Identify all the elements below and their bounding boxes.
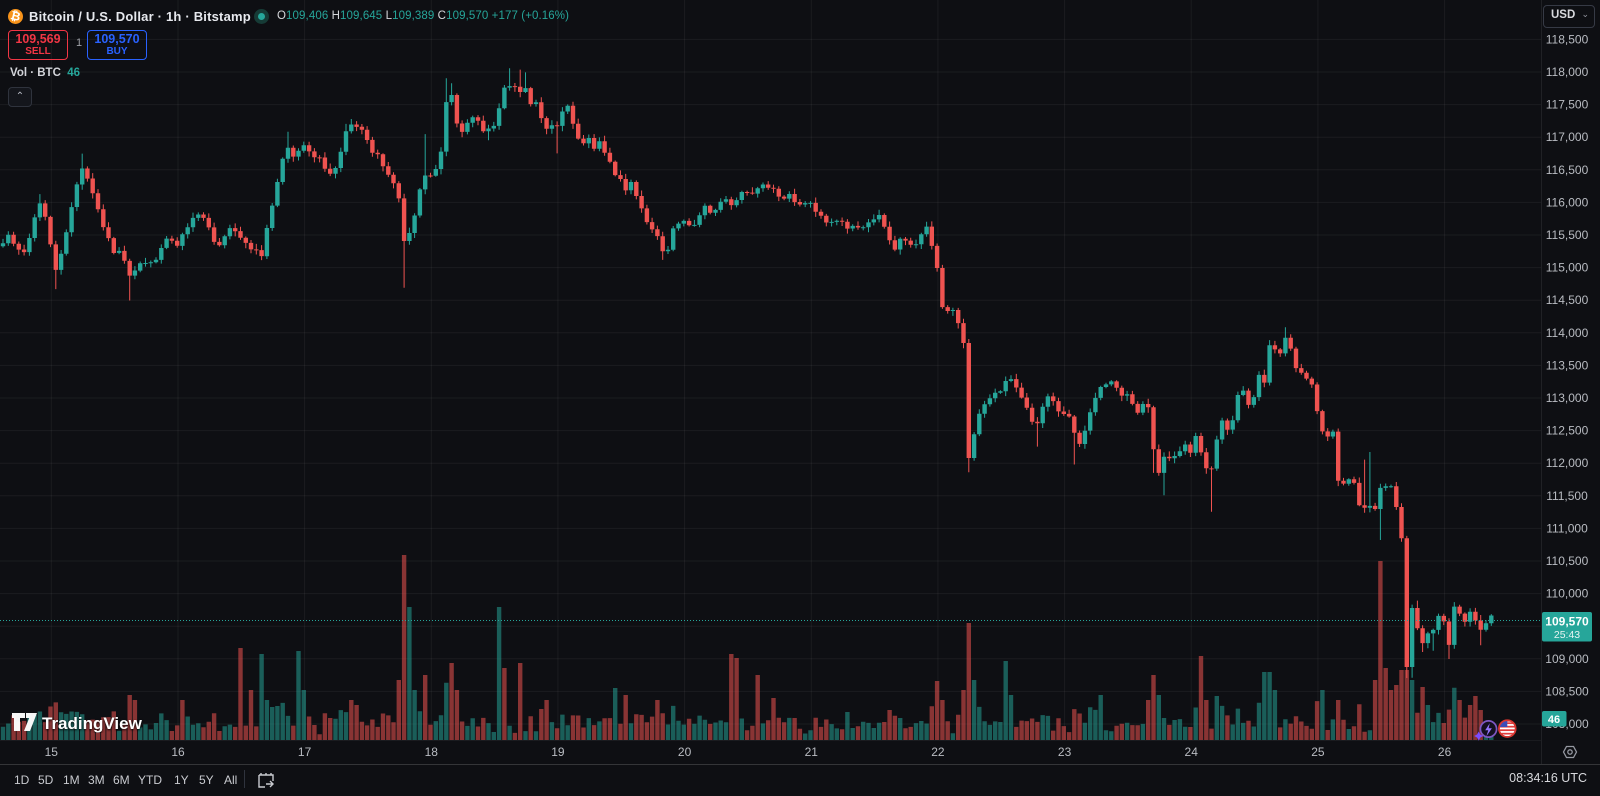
svg-text:109,570: 109,570 bbox=[1545, 615, 1589, 629]
svg-text:26: 26 bbox=[1438, 745, 1452, 759]
svg-text:113,500: 113,500 bbox=[1546, 358, 1589, 372]
svg-text:20: 20 bbox=[678, 745, 692, 759]
svg-text:21: 21 bbox=[805, 745, 819, 759]
svg-text:23: 23 bbox=[1058, 745, 1072, 759]
svg-text:114,000: 114,000 bbox=[1546, 326, 1589, 340]
svg-text:25: 25 bbox=[1311, 745, 1325, 759]
svg-text:46: 46 bbox=[1548, 714, 1560, 726]
svg-text:18: 18 bbox=[425, 745, 439, 759]
svg-text:109,000: 109,000 bbox=[1545, 652, 1589, 666]
svg-text:115,500: 115,500 bbox=[1546, 228, 1589, 242]
svg-text:22: 22 bbox=[931, 745, 945, 759]
svg-text:19: 19 bbox=[551, 745, 565, 759]
svg-text:115,000: 115,000 bbox=[1546, 261, 1589, 275]
svg-text:113,000: 113,000 bbox=[1546, 391, 1589, 405]
svg-text:110,000: 110,000 bbox=[1546, 587, 1589, 601]
svg-text:110,500: 110,500 bbox=[1546, 554, 1589, 568]
svg-text:15: 15 bbox=[45, 745, 59, 759]
svg-text:112,500: 112,500 bbox=[1546, 424, 1589, 438]
svg-text:114,500: 114,500 bbox=[1546, 293, 1589, 307]
svg-text:116,500: 116,500 bbox=[1546, 163, 1589, 177]
svg-text:24: 24 bbox=[1185, 745, 1199, 759]
svg-text:117,000: 117,000 bbox=[1546, 130, 1589, 144]
svg-text:117,500: 117,500 bbox=[1546, 98, 1589, 112]
svg-text:118,500: 118,500 bbox=[1546, 32, 1589, 46]
svg-text:112,000: 112,000 bbox=[1546, 456, 1589, 470]
svg-text:25:43: 25:43 bbox=[1554, 629, 1580, 641]
svg-text:118,000: 118,000 bbox=[1546, 65, 1589, 79]
svg-text:111,000: 111,000 bbox=[1546, 521, 1588, 535]
svg-text:17: 17 bbox=[298, 745, 312, 759]
svg-text:108,500: 108,500 bbox=[1545, 684, 1589, 698]
svg-text:16: 16 bbox=[171, 745, 185, 759]
svg-text:111,500: 111,500 bbox=[1546, 489, 1588, 503]
svg-text:TradingView: TradingView bbox=[42, 714, 143, 733]
svg-text:116,000: 116,000 bbox=[1546, 195, 1589, 209]
